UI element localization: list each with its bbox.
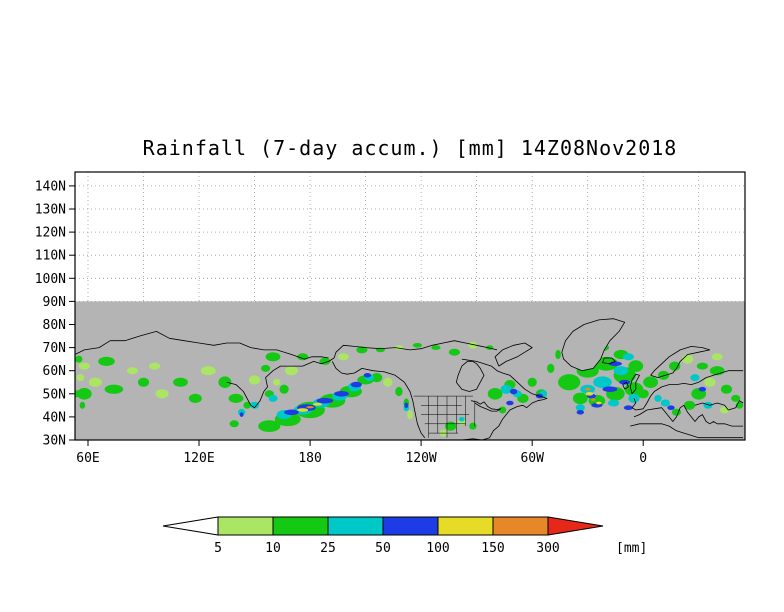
svg-text:60W: 60W [520, 451, 544, 466]
svg-text:5: 5 [214, 541, 222, 556]
colorbar-svg: 5 10 25 50 100 150 300 [mm] [162, 516, 647, 556]
svg-text:100: 100 [426, 541, 449, 556]
svg-text:110N: 110N [35, 249, 66, 264]
svg-text:90N: 90N [43, 295, 66, 310]
svg-text:100N: 100N [35, 272, 66, 287]
svg-text:80N: 80N [43, 318, 66, 333]
svg-text:30N: 30N [43, 434, 66, 449]
svg-text:120N: 120N [35, 226, 66, 241]
svg-text:25: 25 [320, 541, 336, 556]
svg-text:[mm]: [mm] [616, 541, 647, 556]
svg-text:10: 10 [265, 541, 281, 556]
svg-text:50N: 50N [43, 387, 66, 402]
svg-text:130N: 130N [35, 203, 66, 218]
svg-text:300: 300 [536, 541, 559, 556]
svg-text:140N: 140N [35, 179, 66, 194]
svg-text:60N: 60N [43, 364, 66, 379]
svg-text:120W: 120W [405, 451, 436, 466]
svg-text:180: 180 [298, 451, 321, 466]
svg-text:70N: 70N [43, 341, 66, 356]
svg-text:60E: 60E [76, 451, 99, 466]
svg-text:0: 0 [639, 451, 647, 466]
map-svg: 140N 130N 120N 110N 100N 90N 80N 70N 60N 50N 40N 30… [35, 171, 746, 466]
svg-text:40N: 40N [43, 410, 66, 425]
svg-text:50: 50 [375, 541, 391, 556]
chart-title: Rainfall (7-day accum.) [mm] 14Z08Nov201… [142, 136, 678, 160]
svg-text:120E: 120E [183, 451, 214, 466]
svg-text:150: 150 [481, 541, 504, 556]
